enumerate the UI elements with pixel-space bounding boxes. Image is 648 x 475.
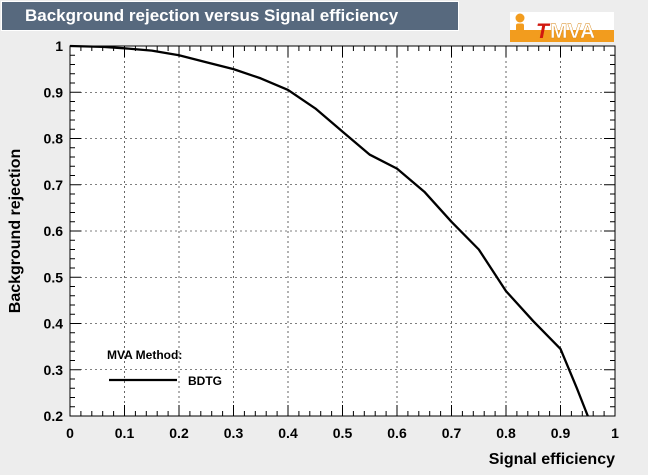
tmva-logo-graphic: T MVA [510,13,614,43]
legend-title: MVA Method: [107,348,182,362]
y-tick-label: 0.3 [44,362,64,378]
y-tick-label: 1 [55,38,63,54]
x-tick-labels: 0 0.1 0.2 0.3 0.4 0.5 0.6 0.7 0.8 0.9 1 [66,425,619,441]
x-tick-label: 0 [66,425,74,441]
y-tick-label: 0.4 [44,316,64,332]
y-tick-labels: 0.2 0.3 0.4 0.5 0.6 0.7 0.8 0.9 1 [44,38,64,424]
ticks [69,45,616,417]
x-tick-label: 0.6 [387,425,407,441]
y-tick-label: 0.9 [44,84,64,100]
plot-frame [69,45,616,417]
legend-label-bdtg: BDTG [188,374,222,388]
x-tick-label: 0.2 [169,425,189,441]
logo-text-t: T [536,20,551,42]
logo-band [510,30,614,42]
series-line-bdtg [69,44,589,417]
x-axis-label: Signal efficiency [489,451,615,468]
x-tick-label: 0.5 [333,425,353,441]
y-tick-label: 0.8 [44,131,64,147]
y-tick-label: 0.6 [44,223,64,239]
title-bar: Background rejection versus Signal effic… [1,1,459,31]
chart-title: Background rejection versus Signal effic… [25,6,399,25]
x-tick-label: 0.1 [115,425,135,441]
x-tick-label: 0.4 [278,425,298,441]
logo-text-mva: MVA [550,20,595,42]
x-tick-label: 1 [611,425,619,441]
x-tick-label: 0.3 [224,425,244,441]
x-tick-label: 0.8 [496,425,516,441]
y-tick-label: 0.5 [44,269,64,285]
logo-dot-icon [515,13,525,23]
x-tick-label: 0.9 [551,425,571,441]
y-axis-label: Background rejection [7,149,24,313]
y-tick-label: 0.7 [44,177,64,193]
grid [70,46,615,416]
legend: MVA Method: BDTG [107,348,222,388]
y-tick-label: 0.2 [44,408,64,424]
x-tick-label: 0.7 [442,425,462,441]
tmva-logo: T MVA [510,12,614,43]
